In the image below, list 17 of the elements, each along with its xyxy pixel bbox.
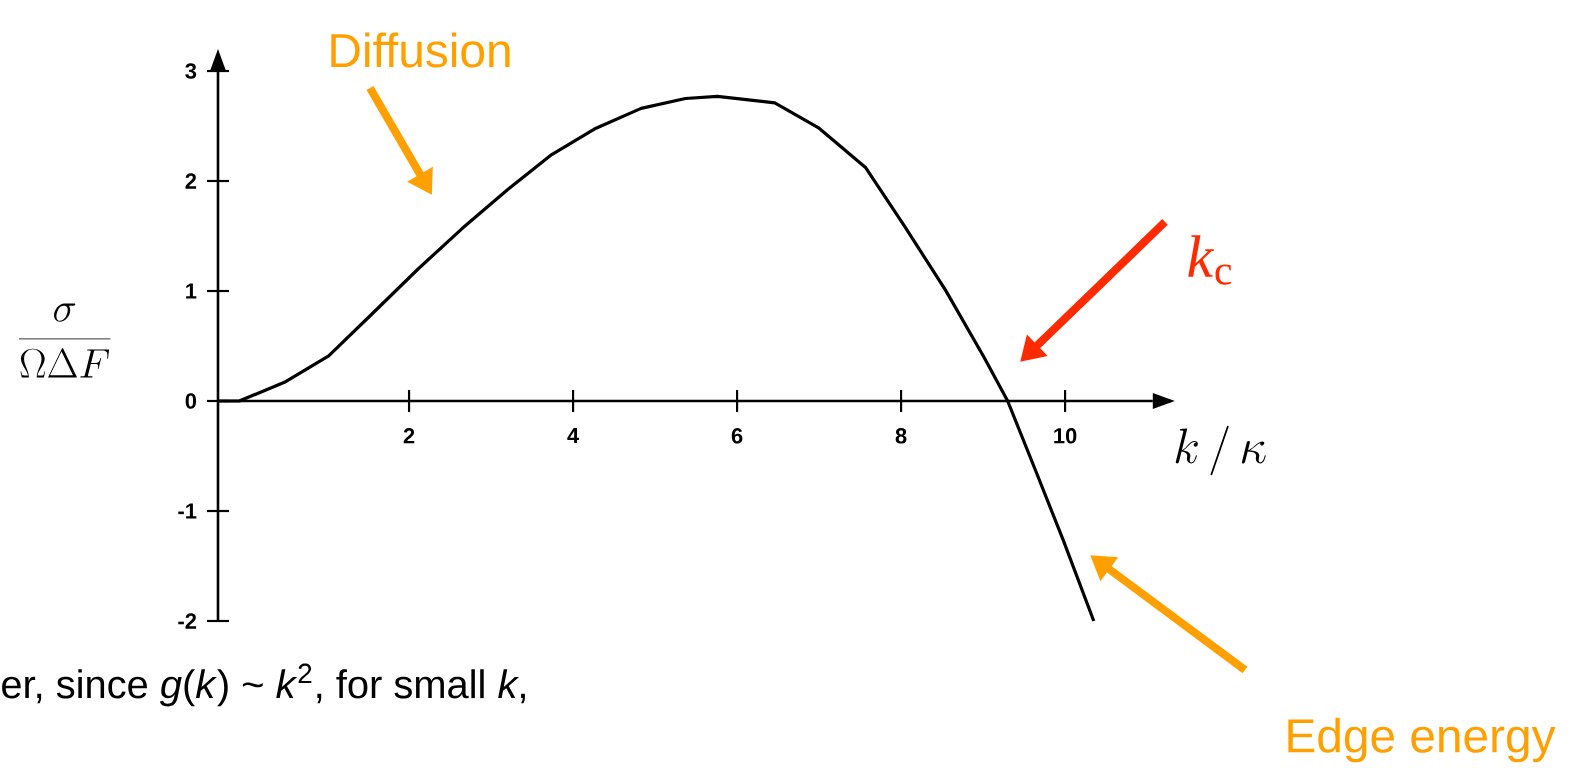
y-tick-label: 1 xyxy=(186,283,197,299)
text: k$_{c}$ xyxy=(1188,235,1232,285)
text: Diffusion xyxy=(331,32,510,68)
y-tick-label: 3 xyxy=(185,63,197,79)
text: Edge energy xyxy=(1288,717,1556,763)
x-tick-label: 10 xyxy=(1054,428,1077,444)
y-tick-label: 0 xyxy=(185,393,197,409)
x-tick-label: 8 xyxy=(895,428,907,444)
y-tick-label: 2 xyxy=(185,173,197,189)
y-tick-label: -1 xyxy=(178,503,197,519)
x-tick-label: 6 xyxy=(731,428,743,444)
y-axis-title: $\frac{\sigma}{\Omega\Delta F}$ xyxy=(19,303,111,378)
text: er, since g(k) ~ k$^{2}$, for small k, xyxy=(2,663,525,707)
x-axis-title: $k\,/\,\kappa$ xyxy=(1175,425,1266,476)
y-tick-label: -2 xyxy=(178,613,197,629)
x-tick-label: 4 xyxy=(567,428,580,444)
x-tick-label: 2 xyxy=(403,428,415,444)
